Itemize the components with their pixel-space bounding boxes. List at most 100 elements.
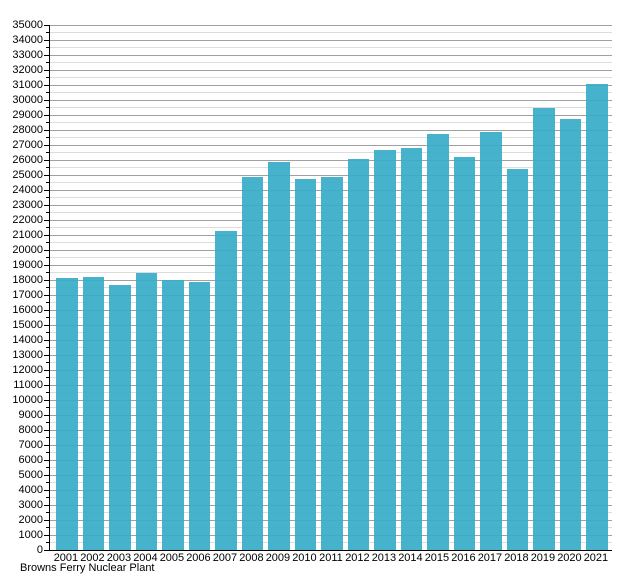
bar-2011	[321, 176, 343, 550]
x-axis-label: 2020	[557, 552, 582, 564]
y-axis-label: 19000	[12, 259, 43, 271]
y-axis-label: 0	[36, 544, 43, 556]
y-axis-label: 24000	[12, 184, 43, 196]
gridline	[50, 152, 612, 153]
y-major-tick	[44, 84, 49, 86]
bar-2010	[294, 178, 317, 550]
y-major-tick	[44, 534, 49, 536]
y-major-tick	[44, 129, 49, 131]
y-minor-tick	[46, 122, 49, 123]
gridline	[50, 129, 612, 131]
y-major-tick	[44, 474, 49, 476]
bar-2020	[559, 118, 582, 550]
y-major-tick	[44, 399, 49, 401]
x-axis-label: 2016	[451, 552, 476, 564]
bar-2008	[241, 176, 264, 550]
y-major-tick	[44, 189, 49, 191]
y-major-tick	[44, 39, 49, 41]
y-axis-label: 4000	[18, 484, 43, 496]
bar-2019	[533, 107, 555, 550]
y-major-tick	[44, 264, 49, 266]
y-axis-label: 17000	[12, 289, 43, 301]
y-minor-tick	[46, 527, 49, 528]
gridline	[50, 99, 612, 101]
y-axis-label: 10000	[12, 394, 43, 406]
y-major-tick	[44, 204, 49, 206]
y-minor-tick	[46, 437, 49, 438]
plot-area	[49, 24, 612, 551]
x-axis-label: 2002	[80, 552, 105, 564]
y-major-tick	[44, 414, 49, 416]
y-axis-label: 25000	[12, 169, 43, 181]
y-major-tick	[44, 219, 49, 221]
y-major-tick	[44, 99, 49, 101]
bar-2009	[268, 162, 290, 550]
y-major-tick	[44, 174, 49, 176]
y-major-tick	[44, 24, 49, 26]
gridline	[50, 62, 612, 63]
y-major-tick	[44, 144, 49, 146]
y-major-tick	[44, 54, 49, 56]
y-axis-label: 33000	[12, 49, 43, 61]
gridline	[50, 69, 612, 71]
x-axis-label: 2011	[319, 552, 343, 564]
y-axis-label: 9000	[18, 409, 43, 421]
y-major-tick	[44, 549, 49, 551]
x-axis-label: 2019	[530, 552, 556, 564]
y-axis-label: 29000	[12, 109, 43, 121]
gridline	[50, 114, 612, 116]
y-minor-tick	[46, 242, 49, 243]
y-minor-tick	[46, 542, 49, 543]
y-major-tick	[44, 324, 49, 326]
bar-2004	[135, 272, 158, 550]
y-axis-label: 32000	[12, 64, 43, 76]
y-minor-tick	[46, 332, 49, 333]
gridline	[50, 84, 612, 86]
y-axis-label: 30000	[12, 94, 43, 106]
bar-2016	[453, 157, 476, 550]
y-axis-label: 3000	[18, 499, 43, 511]
y-axis-label: 14000	[12, 334, 43, 346]
bar-2012	[347, 158, 370, 550]
gridline	[50, 107, 612, 108]
bar-2017	[480, 131, 502, 550]
y-major-tick	[44, 444, 49, 446]
x-axis-label: 2009	[265, 552, 291, 564]
y-axis-label: 6000	[18, 454, 43, 466]
bar-2014	[400, 148, 423, 550]
y-minor-tick	[46, 257, 49, 258]
y-major-tick	[44, 339, 49, 341]
gridline	[50, 32, 612, 33]
gridline	[50, 54, 612, 56]
bar-2007	[215, 231, 237, 550]
y-axis-label: 12000	[12, 364, 43, 376]
y-axis-label: 31000	[12, 79, 43, 91]
y-major-tick	[44, 114, 49, 116]
bar-2001	[56, 277, 78, 550]
y-minor-tick	[46, 497, 49, 498]
y-minor-tick	[46, 137, 49, 138]
y-axis-label: 35000	[12, 19, 43, 31]
y-major-tick	[44, 384, 49, 386]
bar-2021	[586, 83, 608, 550]
x-axis-label: 2018	[504, 552, 529, 564]
x-axis-label: 2001	[53, 552, 79, 564]
bar-2015	[427, 133, 449, 550]
y-major-tick	[44, 249, 49, 251]
y-major-tick	[44, 519, 49, 521]
gridline	[50, 47, 612, 48]
gridline	[50, 174, 612, 176]
x-axis-label: 2012	[345, 552, 370, 564]
y-minor-tick	[46, 407, 49, 408]
gridline	[50, 144, 612, 146]
x-axis-label: 2013	[371, 552, 397, 564]
y-axis-label: 5000	[18, 469, 43, 481]
y-axis-label: 21000	[12, 229, 43, 241]
y-minor-tick	[46, 212, 49, 213]
y-major-tick	[44, 354, 49, 356]
y-minor-tick	[46, 167, 49, 168]
gridline	[50, 122, 612, 123]
y-minor-tick	[46, 377, 49, 378]
y-axis-label: 11000	[13, 379, 43, 391]
y-major-tick	[44, 369, 49, 371]
